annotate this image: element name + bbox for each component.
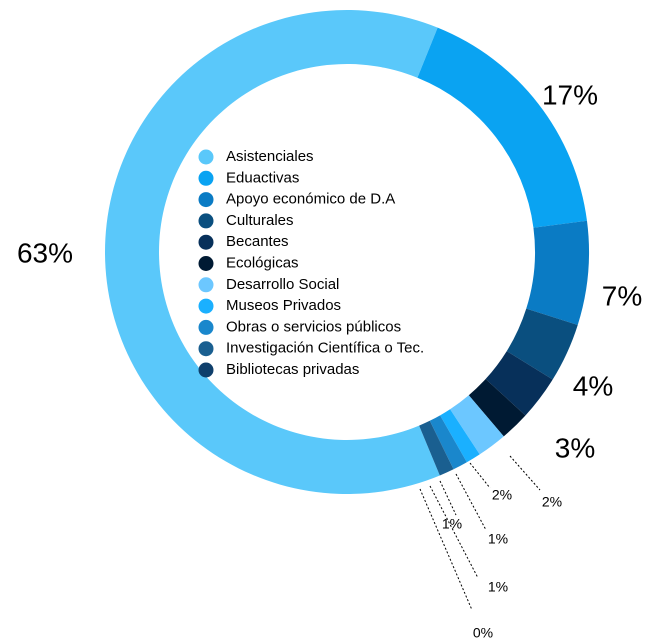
legend-label: Culturales bbox=[226, 212, 294, 229]
donut-slice bbox=[104, 9, 440, 494]
leader-line bbox=[469, 462, 491, 489]
value-label: 4% bbox=[573, 370, 613, 401]
donut-slice bbox=[429, 415, 467, 470]
value-label: 2% bbox=[492, 487, 512, 503]
value-label: 0% bbox=[473, 625, 493, 641]
value-label: 1% bbox=[442, 516, 462, 532]
value-label: 2% bbox=[542, 494, 562, 510]
legend-swatch bbox=[198, 341, 214, 357]
donut-slice bbox=[450, 395, 504, 455]
legend-swatch bbox=[198, 277, 214, 293]
legend-label: Investigación Científica o Tec. bbox=[226, 340, 424, 357]
legend-label: Asistenciales bbox=[226, 148, 314, 165]
legend-label: Ecológicas bbox=[226, 254, 299, 271]
value-label: 17% bbox=[542, 79, 598, 110]
value-label: 1% bbox=[488, 531, 508, 547]
value-label: 1% bbox=[488, 579, 508, 595]
leader-line bbox=[455, 473, 487, 531]
legend-swatch bbox=[198, 319, 214, 335]
legend-label: Obras o servicios públicos bbox=[226, 318, 401, 335]
legend-swatch bbox=[198, 192, 214, 208]
value-label: 63% bbox=[17, 237, 73, 268]
donut-slice bbox=[526, 220, 590, 325]
legend-label: Bibliotecas privadas bbox=[226, 361, 359, 378]
legend-swatch bbox=[198, 170, 214, 186]
legend-label: Desarrollo Social bbox=[226, 276, 339, 293]
legend-swatch bbox=[198, 213, 214, 229]
donut-slice bbox=[419, 420, 454, 476]
legend-swatch bbox=[198, 234, 214, 250]
leader-line bbox=[419, 488, 473, 611]
legend-swatch bbox=[198, 256, 214, 271]
donut-slice bbox=[506, 308, 578, 380]
value-label: 3% bbox=[555, 432, 595, 463]
donut-slice bbox=[440, 409, 480, 463]
legend-swatch bbox=[198, 298, 214, 314]
legend-swatch bbox=[198, 149, 214, 165]
legend-label: Becantes bbox=[226, 233, 289, 250]
donut-slice bbox=[417, 27, 587, 228]
legend-label: Museos Privados bbox=[226, 297, 341, 314]
leader-line bbox=[439, 480, 457, 516]
leader-line bbox=[429, 485, 479, 579]
legend-swatch bbox=[198, 362, 214, 378]
donut-slice bbox=[468, 378, 526, 437]
leader-line bbox=[509, 455, 541, 491]
donut-slice bbox=[485, 351, 553, 416]
value-label: 7% bbox=[602, 280, 642, 311]
legend-label: Apoyo económico de D.A bbox=[226, 191, 395, 208]
legend-label: Eduactivas bbox=[226, 169, 299, 186]
